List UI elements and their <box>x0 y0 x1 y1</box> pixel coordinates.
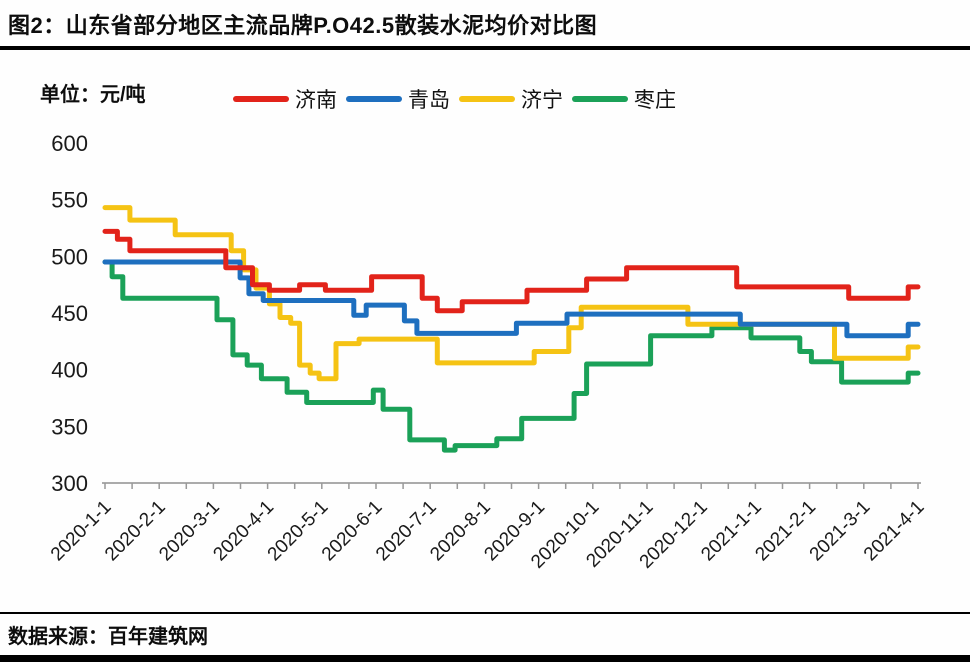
y-tick-label-550: 550 <box>51 188 88 213</box>
y-tick-label-450: 450 <box>51 301 88 326</box>
y-tick-label-350: 350 <box>51 414 88 439</box>
source-rule <box>0 612 970 614</box>
legend-swatch-icon <box>572 96 628 102</box>
x-tick-label-2021-4-1: 2021-4-1 <box>860 497 929 566</box>
legend-swatch-icon <box>459 96 515 102</box>
series-line-青岛 <box>102 259 921 339</box>
y-tick-label-400: 400 <box>51 358 88 383</box>
series-line-枣庄 <box>102 259 921 453</box>
legend-item-济宁: 济宁 <box>459 84 563 114</box>
bottom-bar <box>0 655 970 662</box>
unit-label: 单位：元/吨 <box>40 84 146 106</box>
legend-swatch-icon <box>233 96 289 102</box>
legend: 济南 青岛 济宁 枣庄 <box>233 84 676 114</box>
legend-label: 济南 <box>295 89 337 112</box>
legend-item-枣庄: 枣庄 <box>572 84 676 114</box>
series-line-济宁 <box>102 205 921 382</box>
y-tick-label-600: 600 <box>51 131 88 156</box>
legend-swatch-icon <box>346 96 402 102</box>
series-line-济南 <box>102 228 921 314</box>
data-source-label: 数据来源：百年建筑网 <box>8 626 208 648</box>
legend-item-青岛: 青岛 <box>346 84 450 114</box>
title-rule <box>0 46 970 50</box>
chart-title: 图2：山东省部分地区主流品牌P.O42.5散装水泥均价对比图 <box>8 13 598 38</box>
y-tick-label-300: 300 <box>51 471 88 496</box>
legend-label: 青岛 <box>408 89 450 112</box>
legend-label: 济宁 <box>521 89 563 112</box>
legend-item-济南: 济南 <box>233 84 337 114</box>
legend-label: 枣庄 <box>634 89 676 112</box>
y-tick-label-500: 500 <box>51 244 88 269</box>
